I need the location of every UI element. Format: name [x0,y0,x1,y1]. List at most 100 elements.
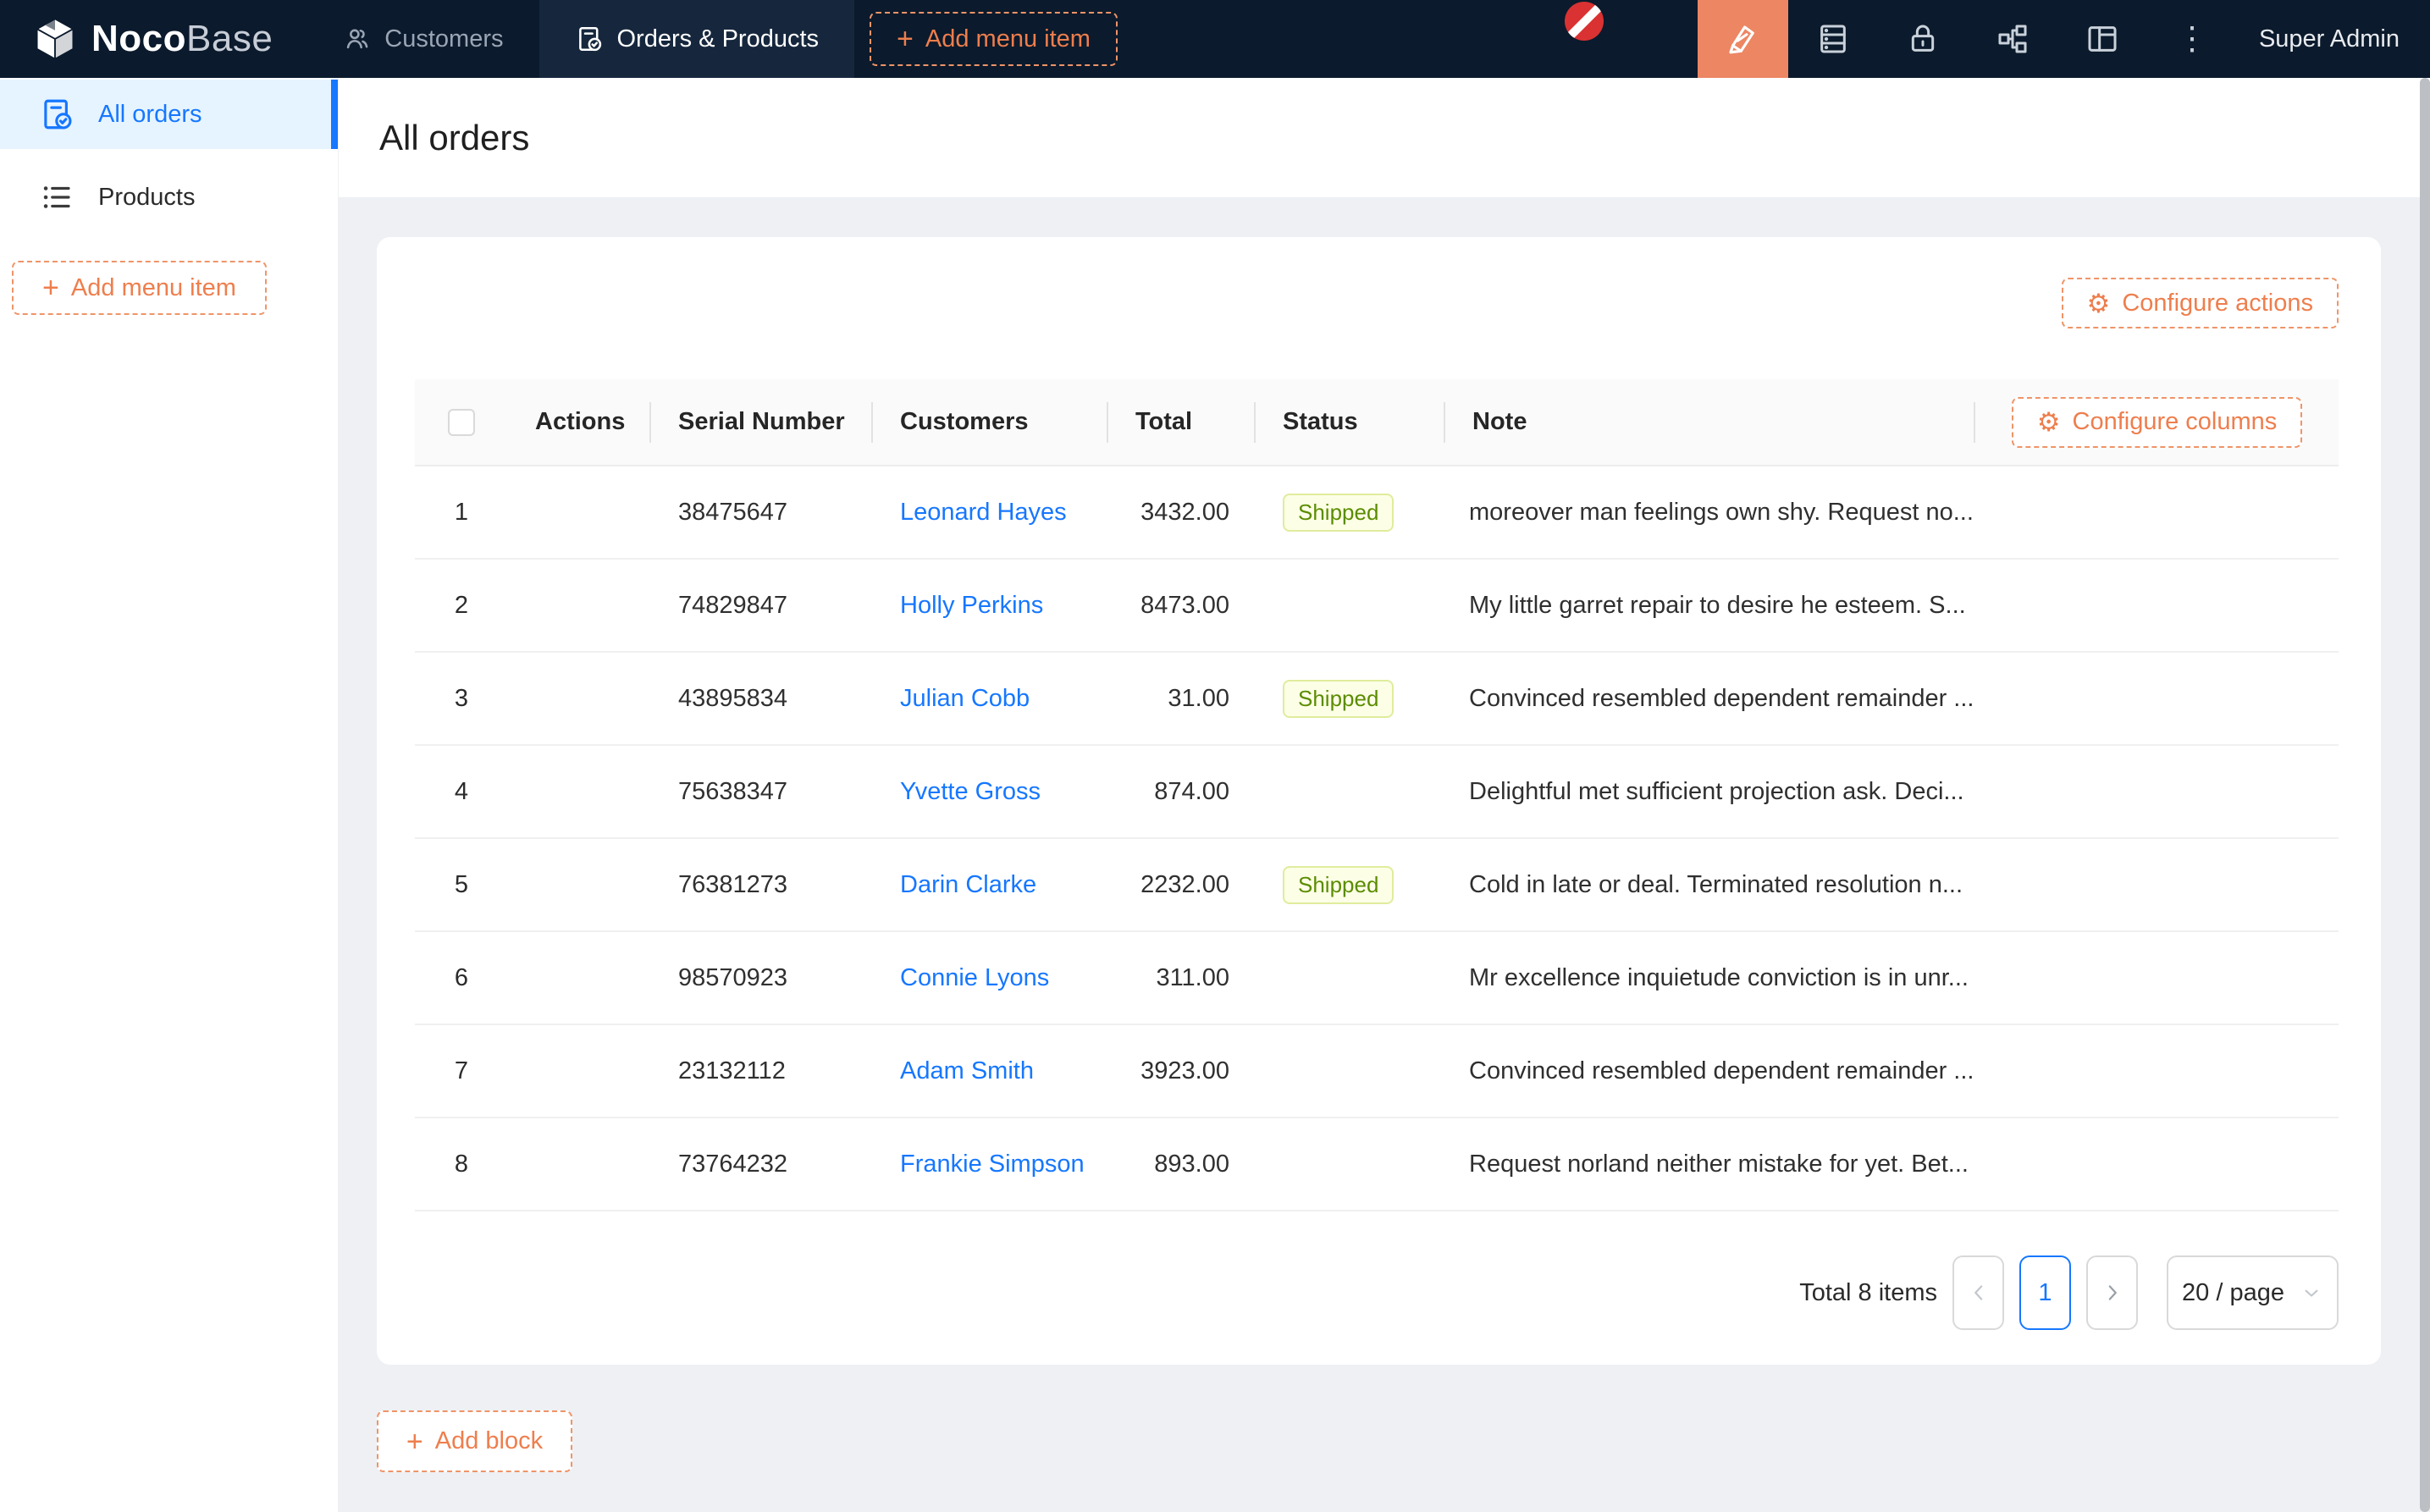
access-control-button[interactable] [1906,0,1940,78]
table-row: 6 98570923 Connie Lyons 311.00 Mr excell… [415,931,2339,1025]
vertical-scrollbar[interactable] [2420,78,2430,1512]
customers-icon [347,29,368,49]
column-header-status[interactable]: Status [1256,379,1445,466]
note-cell: Cold in late or deal. Terminated resolut… [1445,838,1975,932]
total-cell: 893.00 [1108,1117,1256,1211]
table-row: 5 76381273 Darin Clarke 2232.00 Shipped … [415,838,2339,932]
table-row: 7 23132112 Adam Smith 3923.00 Convinced … [415,1024,2339,1118]
not-allowed-cursor-icon [1565,2,1604,41]
serial-cell: 74829847 [651,559,873,653]
pagination: Total 8 items 1 20 / page [415,1255,2339,1330]
table-row: 3 43895834 Julian Cobb 31.00 Shipped Con… [415,652,2339,746]
actions-cell [508,838,651,932]
actions-cell [508,652,651,746]
collections-button[interactable] [1816,0,1850,78]
configure-actions-button[interactable]: ⚙ Configure actions [2061,278,2339,328]
customer-link[interactable]: Julian Cobb [900,684,1030,712]
plus-icon: + [897,23,914,55]
row-index: 7 [415,1024,508,1118]
serial-cell: 43895834 [651,652,873,746]
note-cell: moreover man feelings own shy. Request n… [1445,466,1975,560]
database-icon [1820,25,1846,53]
column-header-serial-number[interactable]: Serial Number [651,379,873,466]
note-cell: Request norland neither mistake for yet.… [1445,1117,1975,1211]
configure-columns-button[interactable]: ⚙ Configure columns [2011,396,2303,448]
row-index: 3 [415,652,508,746]
column-header-customers[interactable]: Customers [873,379,1108,466]
serial-cell: 23132112 [651,1024,873,1118]
actions-cell [508,931,651,1025]
highlighter-icon [1729,25,1755,54]
customer-link[interactable]: Connie Lyons [900,963,1050,991]
customer-link[interactable]: Adam Smith [900,1057,1034,1084]
actions-cell [508,1117,651,1211]
layout-icon [2088,26,2117,52]
logo-text: NocoBase [91,18,273,59]
serial-cell: 73764232 [651,1117,873,1211]
pagination-next-button[interactable] [2086,1255,2138,1330]
table-toolbar: ⚙ Configure actions [415,278,2339,328]
workflow-button[interactable] [1996,0,2030,78]
actions-cell [508,745,651,839]
total-cell: 31.00 [1108,652,1256,746]
plus-icon: + [406,1425,423,1458]
current-user-menu[interactable]: Super Admin [2258,25,2400,52]
tab-label: Customers [384,25,504,52]
chevron-left-icon [1974,1285,1982,1300]
add-block-button[interactable]: + Add block [377,1410,572,1472]
status-badge: Shipped [1283,679,1394,718]
actions-cell [508,1024,651,1118]
sidebar-item-label: All orders [98,100,202,128]
tab-customers[interactable]: Customers [307,0,538,78]
note-cell: My little garret repair to desire he est… [1445,559,1975,653]
more-menu-button[interactable]: ⋮ [2175,0,2209,78]
total-cell: 3923.00 [1108,1024,1256,1118]
customer-link[interactable]: Darin Clarke [900,870,1037,898]
sidebar-item-label: Products [98,183,196,211]
list-icon [43,186,70,208]
ellipsis-icon: ⋮ [2175,21,2208,57]
plus-icon: + [42,272,59,304]
sidebar: All orders Products + Add menu item [0,78,339,1512]
row-index: 1 [415,466,508,560]
customer-link[interactable]: Frankie Simpson [900,1150,1085,1178]
note-cell: Delightful met sufficient projection ask… [1445,745,1975,839]
customer-link[interactable]: Yvette Gross [900,777,1041,805]
pagination-total: Total 8 items [1799,1278,1937,1306]
orders-table-block: ⚙ Configure actions Actions Serial Numbe… [377,237,2381,1365]
order-check-icon [44,99,72,130]
plugin-settings-button[interactable] [2085,0,2119,78]
serial-cell: 98570923 [651,931,873,1025]
orders-table: Actions Serial Number Customers Total St… [415,379,2339,1211]
pagination-page-1[interactable]: 1 [2019,1255,2071,1330]
row-index: 2 [415,559,508,653]
column-header-note[interactable]: Note [1445,379,1975,466]
customer-link[interactable]: Holly Perkins [900,591,1044,619]
sidebar-item-products[interactable]: Products [0,163,338,232]
table-row: 4 75638347 Yvette Gross 874.00 Delightfu… [415,745,2339,839]
sidebar-add-menu-item-button[interactable]: + Add menu item [12,261,267,315]
tab-orders-products[interactable]: Orders & Products [538,0,855,78]
nocobase-logo[interactable]: NocoBase [0,16,307,62]
nav-add-menu-item-button[interactable]: + Add menu item [870,12,1118,66]
lock-icon [1911,25,1935,52]
table-row: 2 74829847 Holly Perkins 8473.00 My litt… [415,559,2339,653]
total-cell: 8473.00 [1108,559,1256,653]
page-header: All orders [339,78,2430,197]
table-row: 8 73764232 Frankie Simpson 893.00 Reques… [415,1117,2339,1211]
column-header-actions[interactable]: Actions [508,379,651,466]
note-cell: Convinced resembled dependent remainder … [1445,1024,1975,1118]
pagination-prev-button[interactable] [1952,1255,2004,1330]
column-header-total[interactable]: Total [1108,379,1256,466]
tab-label: Orders & Products [616,25,820,52]
ui-editor-button[interactable] [1697,0,1788,78]
serial-cell: 75638347 [651,745,873,839]
select-all-checkbox[interactable] [448,409,475,437]
page-title: All orders [379,117,530,157]
gear-icon: ⚙ [2086,288,2111,318]
sidebar-item-all-orders[interactable]: All orders [0,80,338,149]
page-size-select[interactable]: 20 / page [2167,1255,2339,1330]
customer-link[interactable]: Leonard Hayes [900,498,1067,526]
serial-cell: 38475647 [651,466,873,560]
total-cell: 3432.00 [1108,466,1256,560]
